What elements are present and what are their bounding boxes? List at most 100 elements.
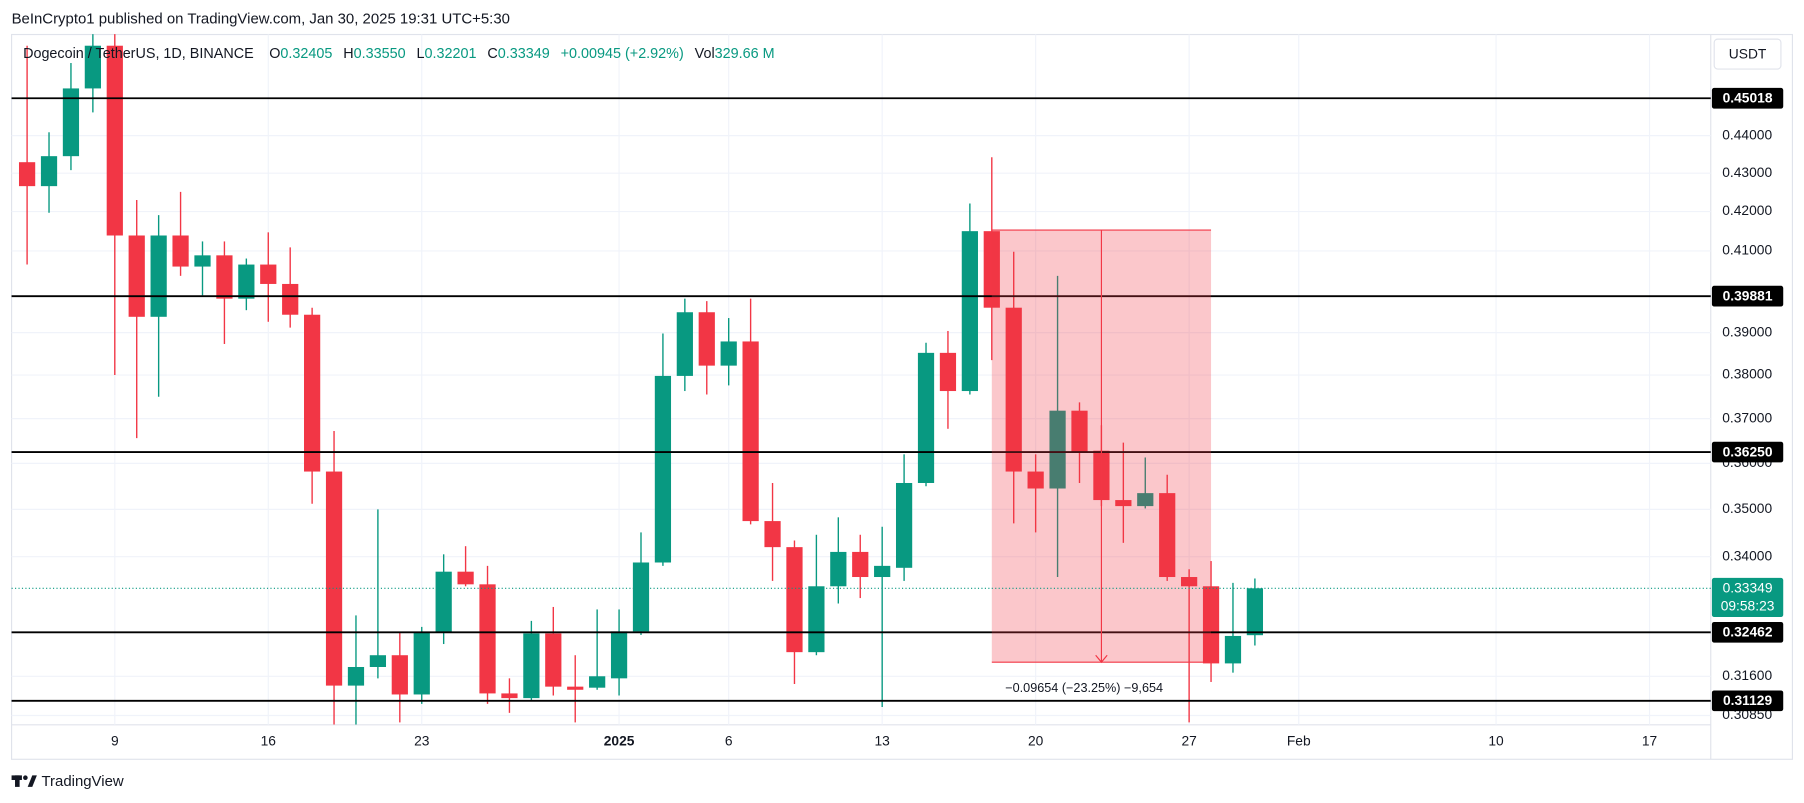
- measure-arrowhead: [1095, 654, 1108, 664]
- candle-body: [369, 655, 387, 667]
- candle-body: [150, 235, 167, 317]
- legend-value: 0.32201: [425, 46, 477, 62]
- y-tick-label: 0.38000: [1722, 367, 1772, 382]
- candle-body: [62, 88, 80, 157]
- candle-body: [238, 264, 255, 299]
- x-tick-label: 9: [111, 734, 119, 749]
- axis-layer: 0.44000 0.43000 0.42000 0.41000 0.39000 0.380…: [111, 87, 1784, 749]
- candle-body: [1071, 410, 1088, 453]
- y-tick-label: 0.37000: [1722, 410, 1772, 425]
- legend-change: +0.00945 (+2.92%): [561, 46, 684, 62]
- candle-body: [501, 693, 518, 699]
- overlay-layer: −0.09654 (−23.25%) −9,654: [11, 97, 1711, 702]
- level-label: 0.45018: [1723, 90, 1773, 105]
- candle-body: [610, 631, 628, 679]
- candle-body: [698, 312, 715, 366]
- legend-value: 0.33550: [354, 46, 406, 62]
- legend-value: 0.33349: [498, 46, 550, 62]
- candle-body: [983, 231, 1000, 308]
- x-tick-label: 27: [1181, 734, 1196, 749]
- candle-body: [391, 655, 408, 695]
- y-tick-label: 0.35000: [1722, 501, 1772, 516]
- tradingview-logo: [11, 775, 37, 787]
- candle-layer: [18, 34, 1264, 725]
- level-label-box: [1711, 285, 1784, 307]
- legend-key: O: [269, 46, 280, 62]
- candle-body: [852, 551, 869, 578]
- y-tick-label: 0.42000: [1722, 203, 1772, 218]
- candle-body: [260, 264, 277, 284]
- candle-body: [1005, 307, 1022, 472]
- level-label-box: [1711, 87, 1784, 109]
- candle-body: [720, 341, 737, 366]
- candle-body: [40, 156, 58, 187]
- logo-part: [23, 775, 28, 780]
- level-label: 0.36250: [1723, 444, 1773, 459]
- candle-body: [1202, 586, 1220, 664]
- candle-body: [84, 45, 101, 89]
- candle-body: [676, 312, 693, 376]
- level-label: 0.39881: [1723, 288, 1773, 303]
- candle-body: [282, 283, 299, 315]
- candle-body: [567, 686, 584, 690]
- candle-body: [18, 162, 36, 187]
- candle-body: [1181, 577, 1198, 587]
- candle-body: [742, 341, 759, 522]
- currency-button[interactable]: [1713, 38, 1782, 70]
- candle-body: [874, 565, 891, 578]
- candle-body: [1159, 493, 1176, 578]
- candle-body: [1027, 471, 1044, 489]
- candle-body: [786, 547, 803, 653]
- candle-body: [808, 586, 825, 653]
- legend-symbol: Dogecoin / TetherUS, 1D, BINANCE: [23, 46, 254, 62]
- candle-body: [194, 255, 211, 267]
- candle-body: [961, 231, 978, 392]
- candle-body: [1049, 410, 1066, 489]
- x-tick-label: 23: [414, 734, 430, 749]
- candle-body: [895, 482, 913, 568]
- candle-body: [632, 562, 650, 632]
- logo-part: [27, 775, 37, 787]
- level-label: 0.31129: [1723, 693, 1772, 708]
- candle-body: [457, 571, 474, 585]
- candle-body: [413, 632, 430, 695]
- last-price-label: 0.33349: [1723, 581, 1773, 596]
- candle-body: [939, 352, 957, 392]
- publisher-header: BeInCrypto1 published on TradingView.com…: [12, 11, 510, 28]
- legend-key: L: [417, 46, 425, 62]
- candle-body: [830, 551, 847, 587]
- x-tick-label: 13: [874, 734, 890, 749]
- level-label-box: [1711, 621, 1784, 643]
- candle-body: [1224, 635, 1242, 664]
- y-tick-label: 0.39000: [1722, 324, 1772, 339]
- x-tick-label: 16: [261, 734, 277, 749]
- candle-body: [917, 352, 935, 483]
- x-tick-label: Feb: [1287, 734, 1311, 749]
- legend-key: H: [343, 46, 353, 62]
- candle-body: [128, 235, 145, 317]
- y-tick-label: 0.31600: [1722, 668, 1772, 683]
- measure-label: −0.09654 (−23.25%) −9,654: [1005, 681, 1163, 695]
- chart-frame: [10, 33, 1794, 760]
- candle-body: [764, 521, 781, 548]
- candle-body: [479, 584, 496, 694]
- y-tick-label: 0.44000: [1722, 127, 1772, 142]
- currency-button-label[interactable]: USDT: [1729, 46, 1767, 61]
- level-label: 0.32462: [1723, 625, 1773, 640]
- last-price-box: [1711, 577, 1784, 618]
- x-tick-label: 2025: [604, 734, 635, 749]
- candle-body: [106, 45, 123, 236]
- candle-body: [216, 255, 233, 299]
- level-label-box: [1711, 690, 1784, 712]
- candle-body: [654, 375, 672, 563]
- candle-body: [1115, 500, 1132, 507]
- grid-layer: [11, 34, 1711, 725]
- candle-body: [1137, 493, 1154, 507]
- candle-body: [347, 666, 365, 686]
- candle-body: [589, 676, 606, 688]
- level-label-box: [1711, 441, 1784, 463]
- x-tick-label: 10: [1488, 734, 1504, 749]
- candle-body: [325, 471, 343, 686]
